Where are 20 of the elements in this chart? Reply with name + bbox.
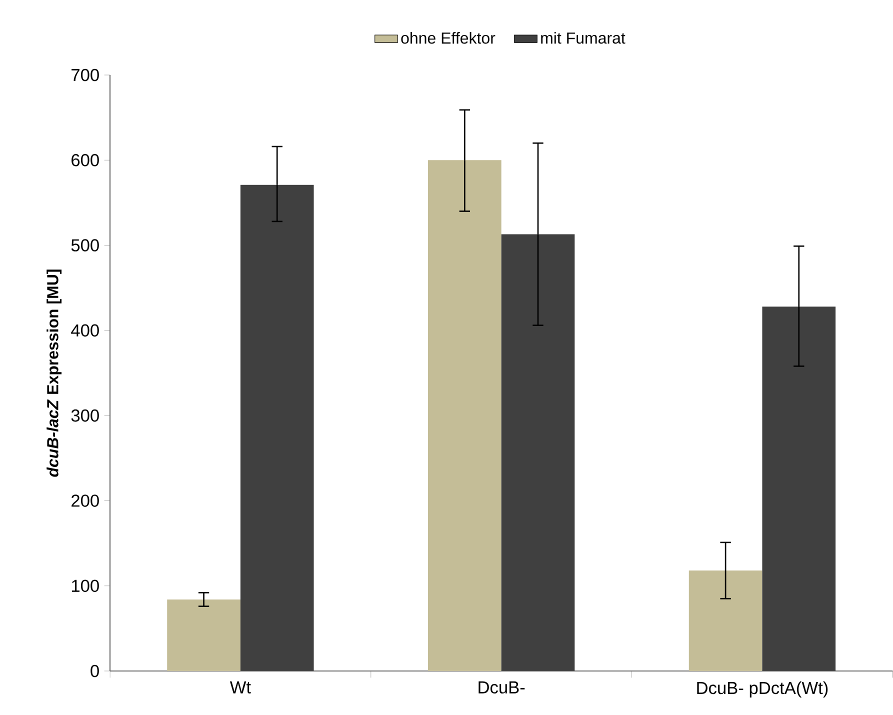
x-tick-label: Wt: [230, 681, 251, 694]
y-tick-label: 100: [72, 580, 99, 592]
bar: [428, 160, 502, 671]
bar: [167, 599, 240, 671]
legend-label: mit Fumarat: [541, 32, 626, 44]
y-tick-label: 400: [71, 324, 99, 337]
bar: [762, 306, 836, 671]
y-axis-title: dcuB-lacZ Expression [MU]: [46, 270, 62, 477]
x-tick-label: DcuB- pDctA(Wt): [697, 681, 828, 698]
y-tick-label: 200: [72, 494, 99, 507]
y-tick-label: 300: [71, 409, 99, 422]
bar: [501, 234, 575, 671]
bar: [240, 184, 314, 671]
bar: [688, 570, 762, 671]
y-tick-label: 500: [71, 239, 99, 252]
x-tick-label: DcuB-: [478, 681, 525, 694]
legend-label: ohne Effektor: [401, 32, 496, 44]
y-tick-label: 0: [90, 664, 99, 678]
y-tick-label: 600: [72, 154, 99, 166]
y-tick-label: 700: [72, 68, 99, 82]
